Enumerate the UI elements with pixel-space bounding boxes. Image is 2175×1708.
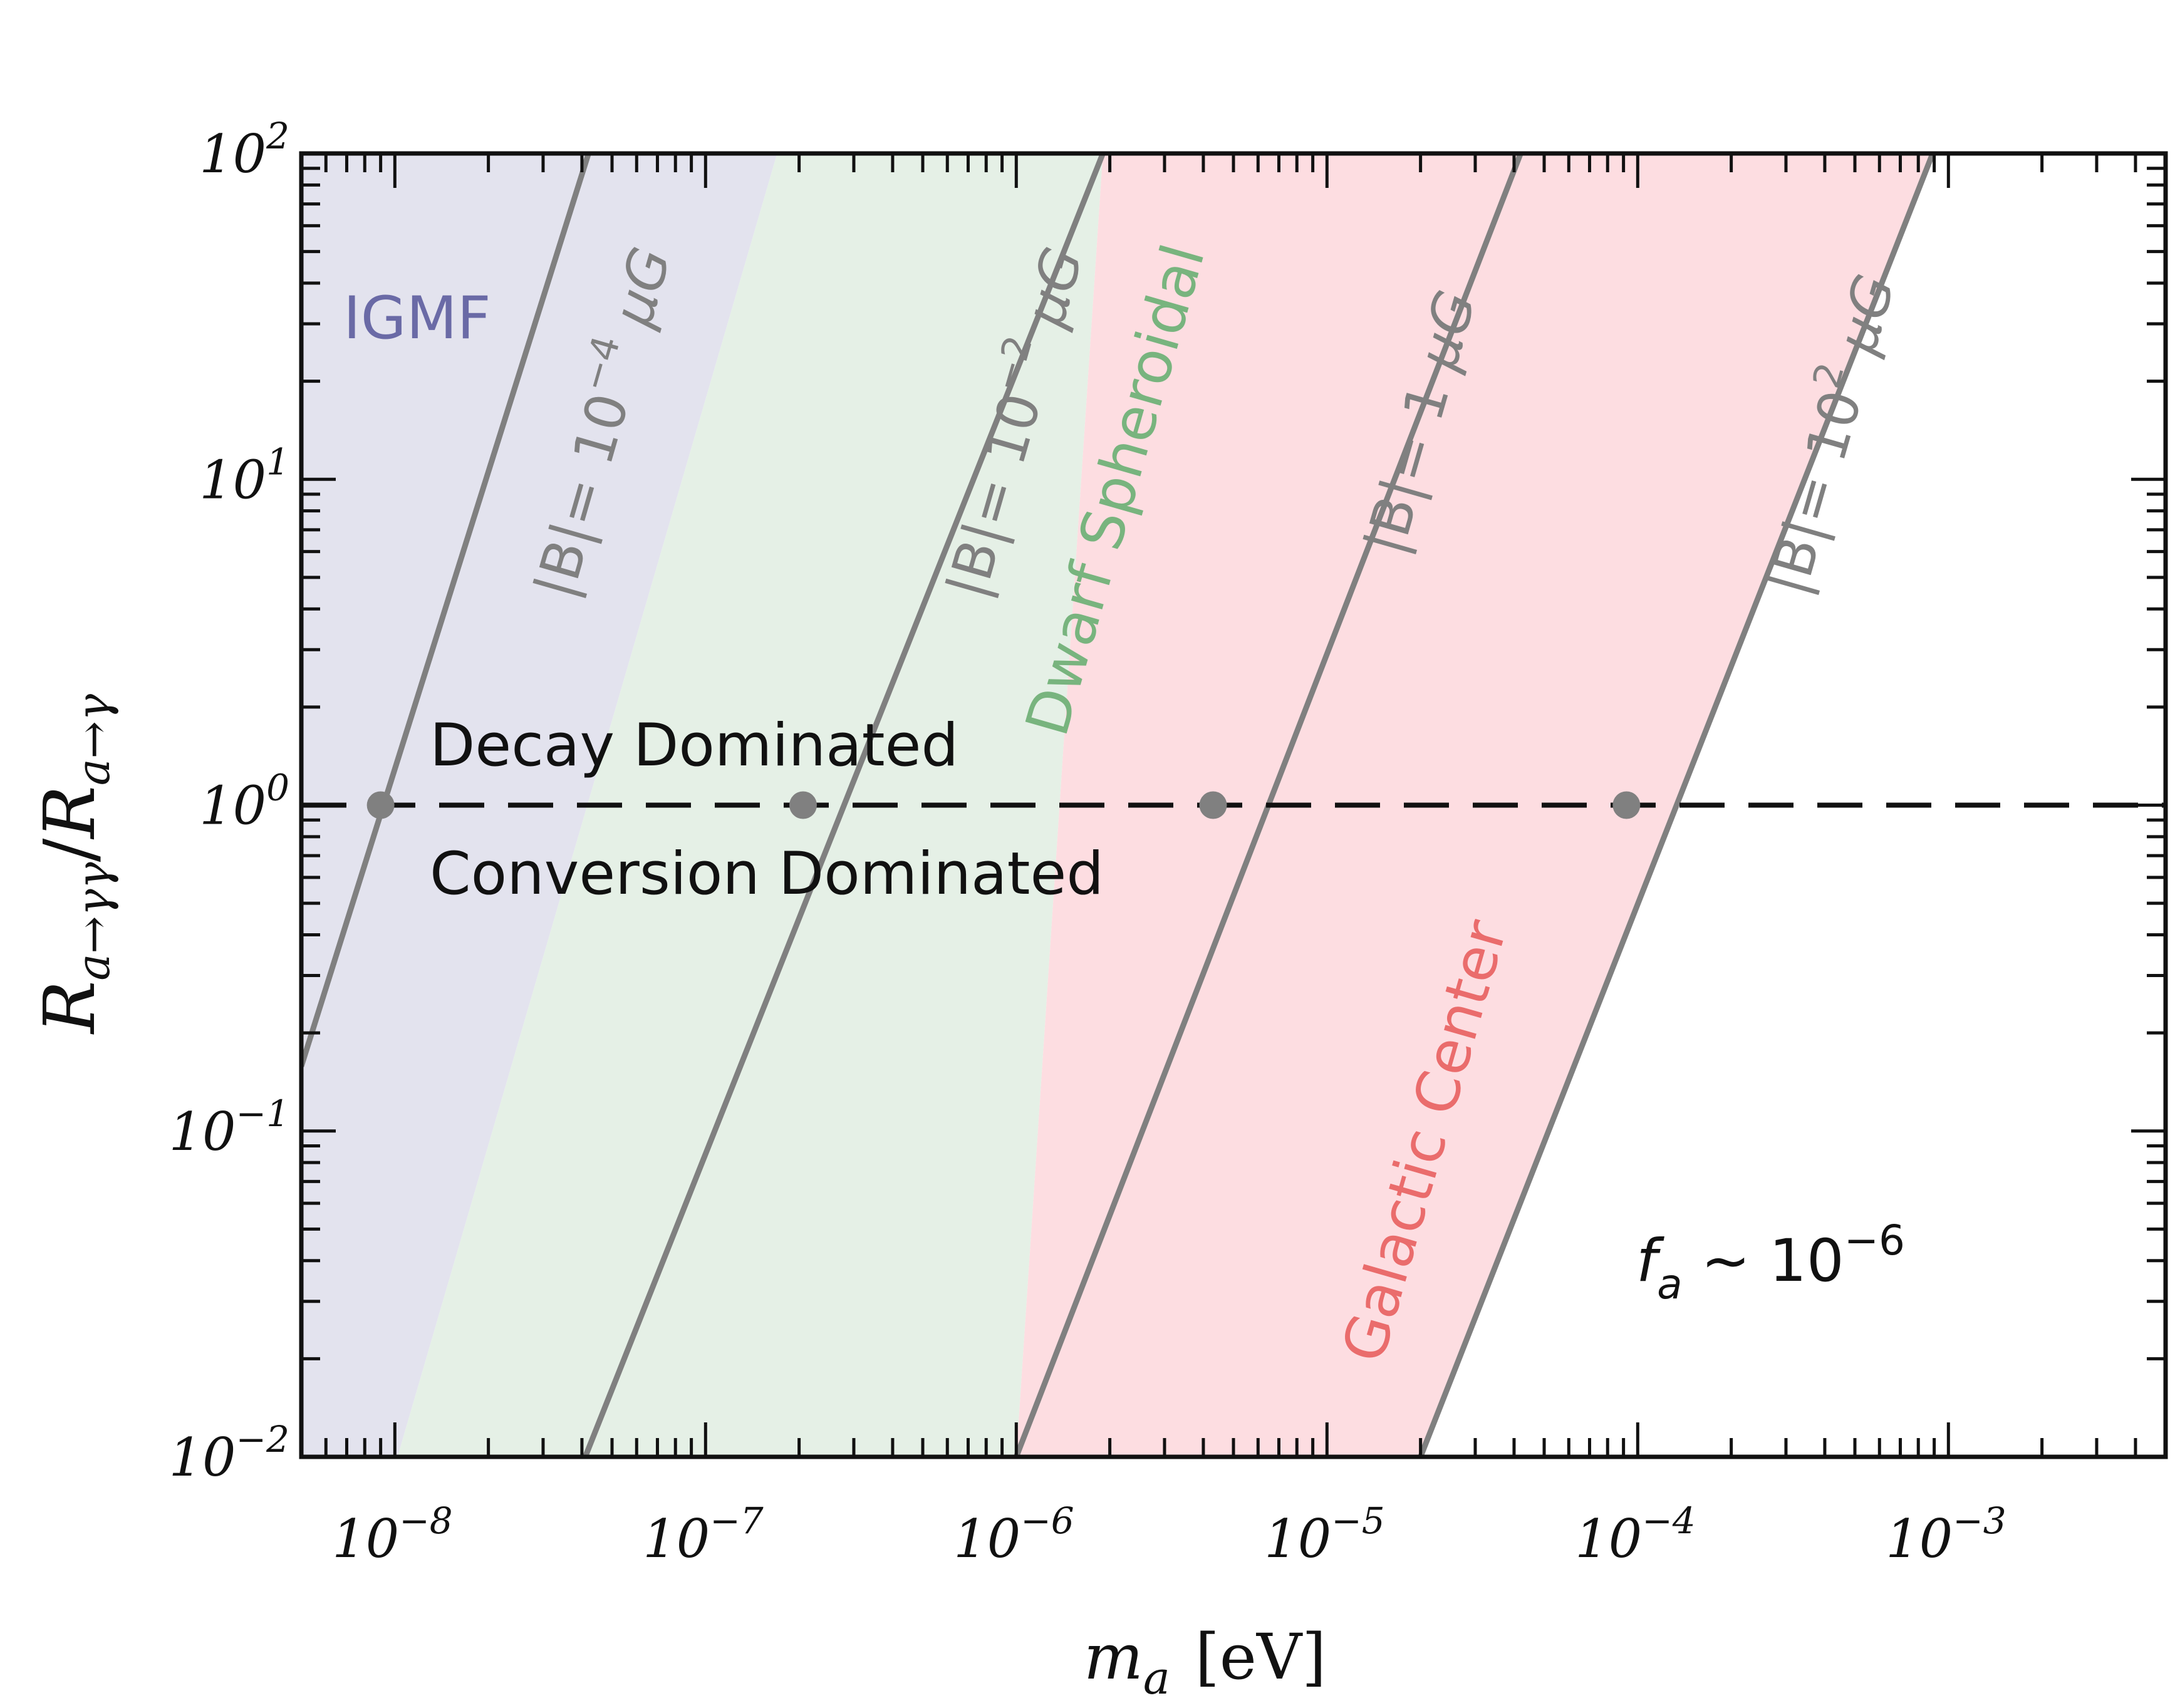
tick-base: 10 xyxy=(1886,1508,1953,1570)
tick-exponent: 2 xyxy=(266,115,289,157)
tick-exponent: −1 xyxy=(236,1092,290,1135)
x-tick-label-5: 10−3 xyxy=(1886,1499,2006,1570)
fa-subscript: a xyxy=(1657,1260,1682,1308)
tick-base: 10 xyxy=(332,1508,399,1570)
tick-base: 10 xyxy=(169,1427,236,1488)
y-tick-label-4: 102 xyxy=(199,115,289,185)
y-axis-sub2: a→γ xyxy=(67,693,120,785)
tick-exponent: 1 xyxy=(266,440,289,483)
y-tick-label-0: 10−2 xyxy=(169,1418,289,1488)
tick-base: 10 xyxy=(199,123,266,185)
fa-value: ~ 10 xyxy=(1683,1227,1844,1295)
crossing-points xyxy=(366,791,1641,819)
x-tick-label-3: 10−5 xyxy=(1264,1499,1384,1570)
y-axis-sub1: a→γγ xyxy=(67,861,120,980)
field-line-1 xyxy=(583,153,1106,1457)
tick-exponent: −4 xyxy=(1642,1499,1696,1542)
x-tick-label-4: 10−4 xyxy=(1575,1499,1695,1570)
conversion-dominated-label: Conversion Dominated xyxy=(430,840,1104,908)
x-tick-label-0: 10−8 xyxy=(332,1499,452,1570)
tick-exponent: −3 xyxy=(1953,1499,2006,1542)
tick-exponent: −8 xyxy=(399,1499,453,1542)
tick-exponent: −5 xyxy=(1331,1499,1385,1542)
tick-base: 10 xyxy=(199,449,266,510)
crossing-point-3 xyxy=(1612,791,1641,819)
x-axis-unit: [eV] xyxy=(1195,1620,1326,1694)
region-label-igmf: IGMF xyxy=(343,284,491,353)
tick-base: 10 xyxy=(953,1508,1020,1570)
tick-exponent: 0 xyxy=(266,767,289,809)
y-axis-slash: / xyxy=(29,838,111,862)
y-axis-r1: R xyxy=(29,981,111,1035)
tick-exponent: −6 xyxy=(1020,1499,1074,1542)
x-axis-title: ma [eV] xyxy=(1084,1620,1326,1704)
tick-base: 10 xyxy=(169,1101,236,1162)
tick-base: 10 xyxy=(199,775,266,837)
field-line-3 xyxy=(1418,153,1936,1457)
y-tick-label-3: 101 xyxy=(199,440,289,510)
field-line-0 xyxy=(301,153,591,1067)
fa-exponent: −6 xyxy=(1844,1216,1905,1265)
x-tick-label-1: 10−7 xyxy=(643,1499,763,1570)
x-axis-symbol: m xyxy=(1084,1620,1143,1694)
plot-frame xyxy=(299,151,2168,1459)
x-tick-labels: 10−8 10−7 10−6 10−5 10−4 10−3 xyxy=(332,1499,2006,1570)
y-tick-label-1: 10−1 xyxy=(169,1092,289,1162)
y-axis-title: Ra→γγ/Ra→γ xyxy=(29,693,120,1035)
crossing-point-0 xyxy=(366,791,395,819)
shaded-regions xyxy=(301,153,1933,1457)
fa-annotation: fa ~ 10−6 xyxy=(1636,1216,1905,1308)
axis-ticks xyxy=(299,152,2167,1459)
y-tick-label-2: 100 xyxy=(199,767,289,837)
tick-base: 10 xyxy=(1264,1508,1331,1570)
x-axis-subscript: a xyxy=(1143,1652,1170,1704)
crossing-point-2 xyxy=(1199,791,1227,819)
decay-dominated-label: Decay Dominated xyxy=(430,712,958,780)
tick-base: 10 xyxy=(643,1508,710,1570)
tick-base: 10 xyxy=(1575,1508,1642,1570)
crossing-point-1 xyxy=(789,791,817,819)
y-axis-r2: R xyxy=(29,785,111,839)
x-tick-label-2: 10−6 xyxy=(953,1499,1074,1570)
tick-exponent: −2 xyxy=(236,1418,290,1461)
tick-exponent: −7 xyxy=(710,1499,764,1542)
